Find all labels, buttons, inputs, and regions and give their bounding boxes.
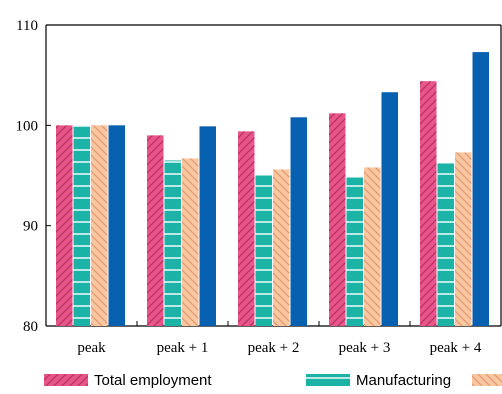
bar-series-3-0: [91, 125, 108, 326]
bar-series-4-0: [108, 125, 125, 326]
bar-series-2-2: [255, 175, 272, 326]
bar-series-3-3: [364, 167, 381, 326]
bar-series-3-2: [273, 169, 290, 326]
legend: Total employment Manufacturing: [44, 372, 502, 389]
x-tick-label: peak + 4: [430, 340, 482, 356]
bar-series-2-4: [437, 163, 454, 326]
plot-area: 80 90 100 110 peak peak + 1 peak + 2 peak + 3 pe…: [16, 18, 502, 356]
bar-series-4-2: [290, 117, 307, 326]
y-tick-label: 110: [16, 18, 38, 34]
x-tick-label: peak + 3: [339, 340, 391, 356]
y-tick-label: 100: [16, 118, 39, 134]
bar-series-2-3: [346, 177, 363, 326]
bar-series-1-3: [329, 113, 346, 326]
x-tick-label: peak + 1: [157, 340, 209, 356]
bar-series-2-1: [164, 160, 181, 326]
bar-series-1-0: [56, 125, 73, 326]
bar-series-1-4: [420, 81, 437, 326]
legend-label-2: Manufacturing: [356, 372, 451, 389]
bar-series-4-3: [381, 92, 398, 327]
legend-swatch-1: [44, 374, 88, 386]
y-tick-label: 90: [23, 219, 38, 235]
x-tick-label: peak + 2: [248, 340, 300, 356]
bar-series-4-1: [199, 126, 216, 326]
x-tick-label: peak: [77, 340, 106, 356]
legend-swatch-2: [306, 374, 350, 386]
bar-series-1-1: [147, 135, 164, 326]
legend-swatch-3: [472, 374, 502, 386]
bar-series-3-4: [455, 152, 472, 326]
y-tick-label: 80: [23, 319, 38, 335]
bar-series-1-2: [238, 131, 255, 326]
legend-label-1: Total employment: [94, 372, 212, 389]
bar-series-4-4: [472, 52, 489, 327]
bar-series-2-0: [73, 125, 90, 326]
bar-series-3-1: [182, 158, 199, 326]
